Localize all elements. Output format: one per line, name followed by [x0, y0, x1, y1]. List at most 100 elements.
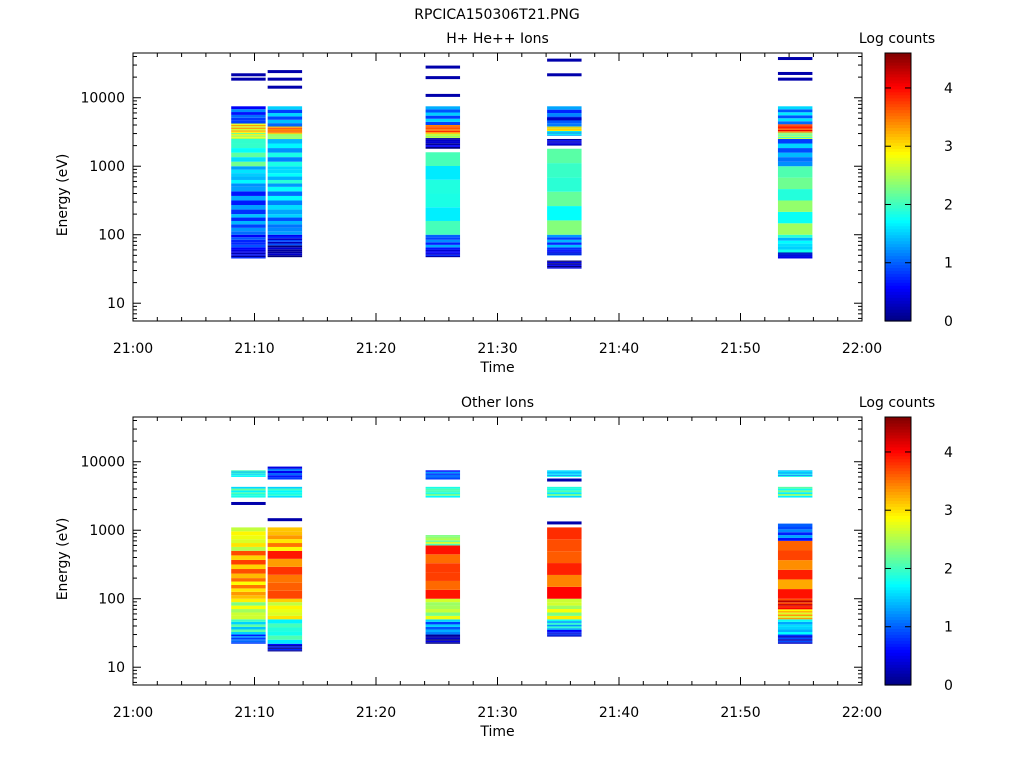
energy-band	[425, 477, 461, 480]
energy-band	[425, 476, 461, 478]
colorbar-step	[885, 613, 911, 618]
energy-band	[547, 551, 582, 564]
colorbar-step	[885, 503, 911, 507]
colorbar-step	[885, 106, 911, 111]
colorbar-step	[885, 464, 911, 469]
colorbar-step	[885, 634, 911, 638]
colorbar-step	[885, 446, 911, 451]
data-column	[425, 470, 461, 644]
colorbar-step	[885, 458, 911, 463]
energy-band	[547, 253, 582, 255]
energy-band	[777, 234, 813, 238]
energy-band	[425, 124, 461, 127]
energy-band	[425, 135, 461, 137]
energy-band	[425, 247, 461, 250]
energy-band	[547, 250, 582, 252]
energy-line	[267, 518, 303, 522]
panel-title: Other Ions	[461, 395, 534, 411]
colorbar-step	[885, 628, 911, 632]
energy-band	[777, 143, 813, 149]
energy-band	[777, 611, 813, 613]
energy-band	[425, 165, 461, 180]
energy-band	[231, 471, 266, 473]
energy-band	[547, 527, 582, 540]
energy-band	[231, 535, 266, 540]
colorbar-step	[885, 91, 911, 96]
energy-band	[425, 589, 461, 599]
energy-band	[777, 255, 813, 257]
energy-band	[425, 132, 461, 134]
energy-band	[547, 130, 582, 132]
energy-band	[267, 195, 303, 201]
energy-band	[425, 254, 461, 256]
energy-band	[267, 127, 303, 129]
energy-band	[267, 136, 303, 138]
energy-band	[231, 249, 266, 252]
energy-band	[231, 639, 266, 641]
colorbar-step	[885, 542, 911, 546]
energy-band	[425, 473, 461, 475]
energy-band	[231, 244, 266, 248]
energy-band	[777, 223, 813, 235]
energy-band	[777, 109, 813, 113]
energy-band	[547, 472, 582, 474]
colorbar-step	[885, 240, 911, 245]
energy-band	[267, 209, 303, 215]
energy-band	[231, 475, 266, 477]
colorbar-step	[885, 127, 911, 132]
colorbar-step	[885, 583, 911, 588]
colorbar-step	[885, 574, 911, 579]
colorbar-step	[885, 527, 911, 531]
energy-band	[547, 234, 582, 238]
colorbar-label: Log counts	[859, 31, 935, 47]
energy-band	[547, 486, 582, 489]
colorbar-step	[885, 494, 911, 498]
energy-band	[231, 112, 266, 115]
colorbar-step	[885, 476, 911, 481]
energy-band	[231, 615, 266, 620]
x-tick-label: 21:00	[113, 341, 153, 357]
energy-band	[547, 220, 582, 235]
energy-band	[777, 138, 813, 144]
colorbar-step	[885, 58, 911, 63]
energy-band	[777, 640, 813, 643]
energy-band	[777, 598, 813, 601]
energy-band	[267, 473, 303, 476]
energy-band	[547, 242, 582, 245]
colorbar-step	[885, 658, 911, 662]
energy-band	[231, 224, 266, 228]
energy-band	[777, 177, 813, 190]
colorbar-step	[885, 506, 911, 510]
energy-band	[231, 609, 266, 613]
energy-band	[547, 493, 582, 496]
colorbar-step	[885, 264, 911, 268]
colorbar-step	[885, 676, 911, 680]
energy-band	[425, 129, 461, 131]
energy-band	[267, 247, 303, 250]
energy-band	[267, 191, 303, 196]
energy-band	[547, 138, 582, 141]
energy-band	[547, 621, 582, 623]
colorbar-step	[885, 67, 911, 72]
energy-band	[425, 239, 461, 243]
energy-line	[267, 77, 303, 81]
energy-band	[231, 214, 266, 218]
colorbar-step	[885, 664, 911, 668]
colorbar-step	[885, 73, 911, 78]
energy-band	[267, 619, 303, 624]
colorbar-label: Log counts	[859, 395, 935, 411]
energy-band	[267, 631, 303, 636]
energy-band	[777, 642, 813, 644]
energy-band	[547, 113, 582, 117]
energy-band	[547, 629, 582, 632]
colorbar-step	[885, 255, 911, 260]
colorbar-step	[885, 157, 911, 161]
colorbar-step	[885, 249, 911, 254]
energy-band	[777, 486, 813, 489]
energy-band	[547, 622, 582, 625]
energy-band	[547, 249, 582, 251]
energy-band	[267, 131, 303, 133]
energy-band	[267, 635, 303, 640]
energy-band	[777, 624, 813, 627]
energy-band	[547, 609, 582, 613]
